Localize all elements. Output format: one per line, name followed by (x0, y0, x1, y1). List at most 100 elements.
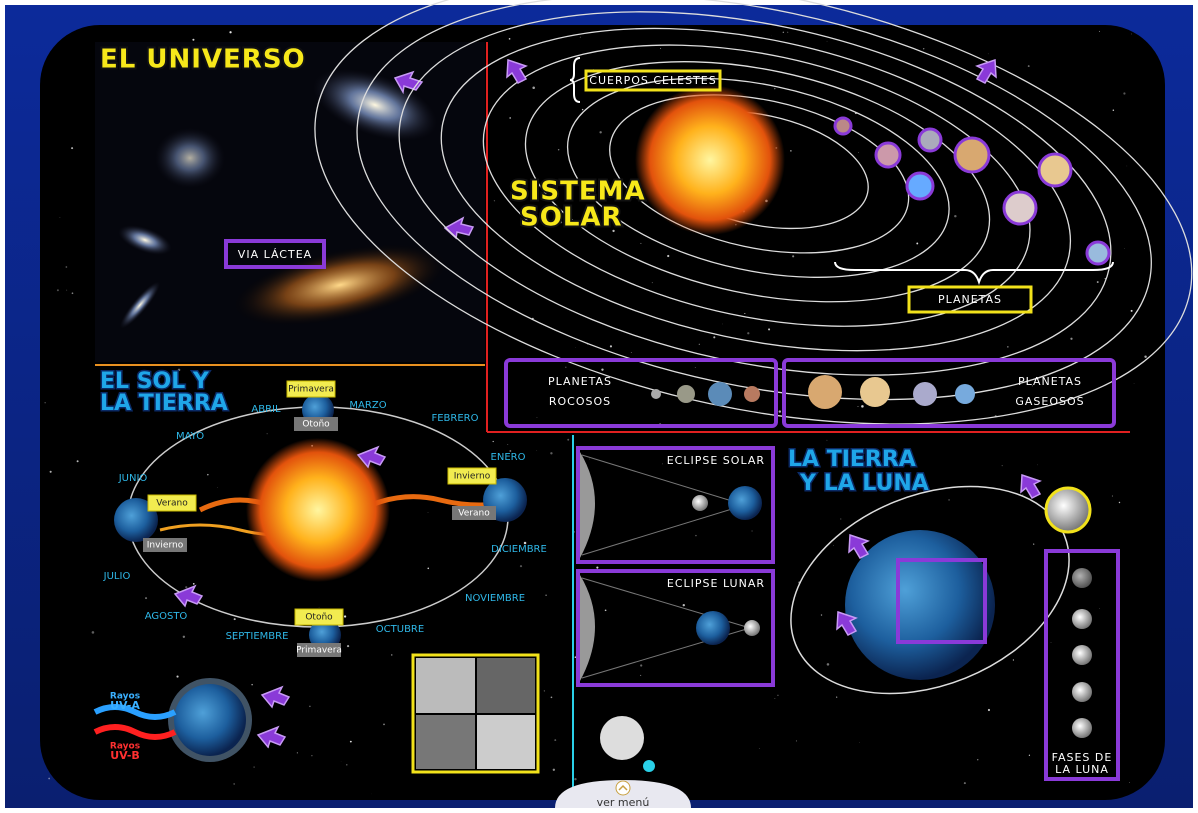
uva-label: UV-A (110, 699, 140, 712)
star (309, 706, 310, 707)
season-label: Invierno (454, 472, 491, 482)
star (1099, 31, 1100, 32)
star (558, 149, 559, 150)
star (1126, 166, 1127, 167)
planet[interactable] (1004, 192, 1036, 224)
month-label: ABRIL (251, 404, 281, 415)
star (783, 32, 784, 33)
star (233, 783, 234, 784)
star (861, 405, 863, 407)
star (77, 460, 79, 462)
star (494, 200, 495, 201)
star (695, 535, 696, 536)
planet[interactable] (955, 138, 989, 172)
planet[interactable] (835, 118, 851, 134)
star (545, 595, 546, 596)
month-label: MARZO (349, 400, 386, 411)
celestial-bodies-label: CUERPOS CELESTES (589, 74, 716, 87)
star (66, 290, 67, 291)
star (1029, 755, 1030, 756)
star (1097, 281, 1099, 283)
star (1033, 543, 1034, 544)
star (1119, 502, 1120, 503)
star (936, 345, 937, 346)
star (1002, 465, 1003, 466)
gaseous-label: PLANETAS (1018, 375, 1082, 388)
planet[interactable] (919, 129, 941, 151)
menu-label: ver menú (597, 796, 650, 809)
star (836, 697, 837, 698)
planets-label: PLANETAS (938, 293, 1002, 306)
star (217, 487, 218, 488)
uvb-label: UV-B (110, 749, 140, 762)
star (964, 782, 966, 784)
star (192, 39, 194, 41)
star (185, 586, 187, 588)
season-label: Otoño (305, 613, 333, 623)
season-label: Primavera (296, 646, 342, 656)
star (779, 410, 781, 412)
planet[interactable] (907, 173, 933, 199)
month-label: JULIO (103, 571, 131, 582)
star (695, 367, 696, 368)
planet (708, 382, 732, 406)
universe-title: EL UNIVERSO (100, 45, 306, 75)
season-label: Otoño (302, 420, 330, 430)
moon-phase (1072, 718, 1092, 738)
season-label: Verano (156, 499, 188, 509)
month-label: ENERO (491, 452, 526, 463)
star (774, 698, 775, 699)
star (833, 545, 834, 546)
star (544, 690, 545, 691)
star (977, 759, 978, 760)
rocky-label: ROCOSOS (549, 395, 611, 408)
star (640, 243, 641, 244)
star (840, 518, 841, 519)
star (1013, 659, 1014, 660)
star (1007, 346, 1008, 347)
star (391, 654, 392, 655)
moon-phase (1072, 682, 1092, 702)
star (1051, 642, 1052, 643)
star (567, 439, 569, 441)
star (193, 583, 195, 585)
rocky-label: PLANETAS (548, 375, 612, 388)
moon-button[interactable] (1046, 488, 1090, 532)
planet[interactable] (1087, 242, 1109, 264)
month-label: NOVIEMBRE (465, 593, 525, 604)
month-label: MAYO (176, 431, 204, 442)
star (44, 402, 45, 403)
solar-title: SOLAR (520, 203, 623, 233)
star (858, 406, 859, 407)
star (350, 741, 352, 743)
planet (955, 384, 975, 404)
star (145, 597, 147, 599)
star (792, 255, 794, 257)
star (683, 604, 685, 606)
star (596, 567, 598, 569)
star (60, 217, 61, 218)
star (640, 675, 641, 676)
planet[interactable] (1039, 154, 1071, 186)
month-label: SEPTIEMBRE (226, 631, 289, 642)
star (1028, 65, 1030, 67)
star (610, 345, 612, 347)
star (713, 336, 715, 338)
star (790, 150, 792, 152)
star (778, 695, 779, 696)
star (347, 645, 349, 647)
star (1022, 129, 1023, 130)
sun (635, 85, 785, 235)
moon-phase (1072, 645, 1092, 665)
month-label: OCTUBRE (376, 624, 424, 635)
star (319, 607, 320, 608)
star (267, 433, 268, 434)
star (699, 344, 700, 345)
star (722, 324, 723, 325)
planet[interactable] (876, 143, 900, 167)
star (428, 512, 429, 513)
month-label: DICIEMBRE (491, 544, 547, 555)
season-label: Verano (458, 509, 490, 519)
earth (174, 684, 246, 756)
star (72, 292, 74, 294)
